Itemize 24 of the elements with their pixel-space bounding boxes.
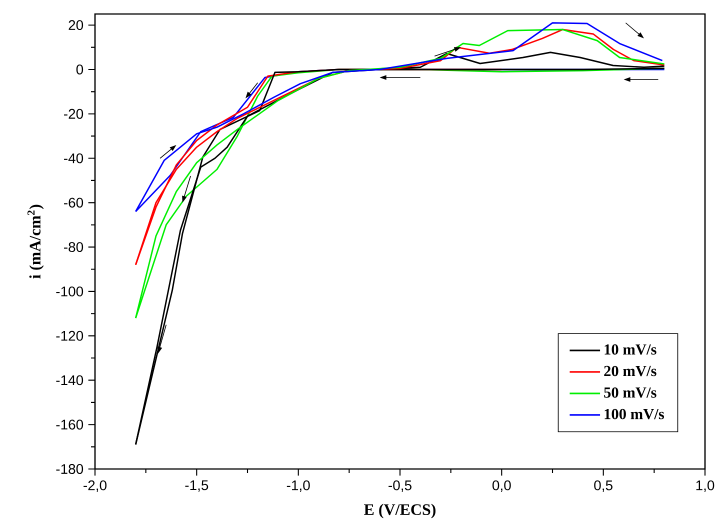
legend-label: 50 mV/s	[604, 387, 656, 398]
y-tick-label: -140	[56, 375, 84, 386]
x-axis-title: E (V/ECS)	[364, 504, 436, 518]
y-tick-label: -100	[56, 286, 84, 296]
x-tick-label: 0,0	[492, 480, 511, 492]
y-tick-label: -160	[56, 420, 84, 430]
x-tick-label: -1,5	[185, 480, 208, 492]
y-tick-label: -120	[56, 330, 84, 341]
y-tick-label: 20	[68, 20, 84, 30]
x-tick-label: 0,5	[594, 480, 612, 492]
y-tick-label: -60	[64, 198, 84, 208]
legend-label: 20 mV/s	[604, 366, 656, 376]
x-tick-label: -0,5	[388, 480, 412, 492]
y-tick-label: 0	[76, 64, 84, 74]
x-tick-label: -2,0	[84, 480, 107, 492]
legend-label: 100 mV/s	[604, 408, 664, 420]
y-tick-label: -40	[64, 153, 84, 164]
y-tick-label: -20	[64, 108, 84, 119]
y-tick-label: -180	[56, 464, 84, 474]
x-tick-label: -1,0	[286, 480, 310, 492]
legend-label: 10 mV/s	[604, 344, 656, 355]
y-tick-label: -80	[64, 242, 84, 252]
y-axis-title: i (mA/cm$^{2}$)	[28, 204, 44, 279]
x-tick-label: 1,0	[696, 480, 714, 492]
